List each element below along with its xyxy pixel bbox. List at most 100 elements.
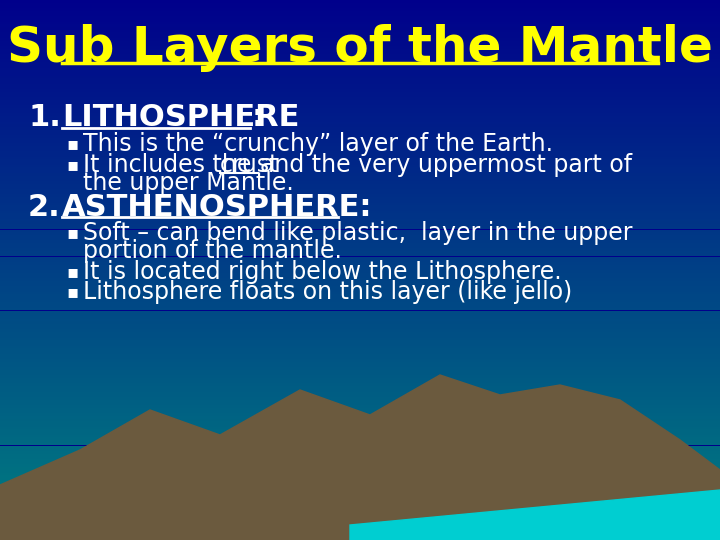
Bar — [0, 151, 720, 154]
Bar — [0, 235, 720, 238]
Bar — [0, 416, 720, 418]
Bar — [0, 173, 720, 176]
Bar — [0, 273, 720, 275]
Bar — [0, 410, 720, 413]
Bar — [0, 462, 720, 464]
Bar — [0, 494, 720, 497]
Bar — [0, 446, 720, 448]
Bar — [0, 94, 720, 97]
Text: ▪: ▪ — [66, 283, 78, 301]
Bar — [0, 184, 720, 186]
Text: This is the “crunchy” layer of the Earth.: This is the “crunchy” layer of the Earth… — [83, 132, 553, 156]
Bar — [0, 364, 720, 367]
Bar — [0, 302, 720, 305]
Bar — [0, 5, 720, 8]
Bar — [0, 49, 720, 51]
Bar — [0, 116, 720, 119]
Bar — [0, 194, 720, 197]
Bar — [0, 35, 720, 38]
Bar — [0, 19, 720, 22]
Bar — [0, 200, 720, 202]
Bar — [0, 178, 720, 181]
Polygon shape — [0, 420, 720, 540]
Bar — [0, 157, 720, 159]
Bar — [0, 238, 720, 240]
Bar — [0, 297, 720, 300]
Bar — [0, 262, 720, 265]
Bar — [0, 427, 720, 429]
Text: 2.: 2. — [28, 192, 60, 221]
Bar — [0, 219, 720, 221]
Bar — [0, 440, 720, 443]
Bar — [0, 281, 720, 284]
Bar — [0, 464, 720, 467]
Bar — [0, 400, 720, 402]
Bar — [0, 248, 720, 251]
Polygon shape — [0, 375, 720, 540]
Bar — [0, 40, 720, 43]
Polygon shape — [0, 522, 720, 540]
Text: It is located right below the Lithosphere.: It is located right below the Lithospher… — [83, 260, 562, 284]
Bar — [0, 386, 720, 389]
Bar — [0, 351, 720, 354]
Bar — [0, 513, 720, 516]
Bar — [0, 448, 720, 451]
Bar — [0, 454, 720, 456]
Bar — [0, 329, 720, 332]
Bar — [0, 105, 720, 108]
Bar — [0, 300, 720, 302]
Bar — [0, 418, 720, 421]
Bar — [0, 224, 720, 227]
Bar — [0, 381, 720, 383]
Bar — [0, 397, 720, 400]
Bar — [0, 84, 720, 86]
Bar — [0, 208, 720, 211]
Text: the upper Mantle.: the upper Mantle. — [83, 171, 294, 195]
Bar — [0, 459, 720, 462]
Bar — [0, 491, 720, 494]
Text: It includes the: It includes the — [83, 153, 259, 177]
Text: :: : — [252, 104, 264, 132]
Bar — [0, 470, 720, 472]
Bar — [0, 505, 720, 508]
Bar — [0, 43, 720, 46]
Text: 1.: 1. — [28, 104, 61, 132]
Bar — [0, 46, 720, 49]
Bar — [0, 162, 720, 165]
Bar — [0, 146, 720, 148]
Bar — [0, 189, 720, 192]
Bar — [0, 343, 720, 346]
Bar — [0, 340, 720, 343]
Polygon shape — [350, 490, 720, 540]
Bar — [0, 383, 720, 386]
Bar — [0, 402, 720, 405]
Bar — [0, 68, 720, 70]
Bar — [0, 308, 720, 310]
Bar — [0, 108, 720, 111]
Bar — [0, 8, 720, 11]
Bar — [0, 27, 720, 30]
Bar — [0, 489, 720, 491]
Bar — [0, 508, 720, 510]
Bar — [0, 472, 720, 475]
Bar — [0, 424, 720, 427]
Bar — [0, 240, 720, 243]
Text: ▪: ▪ — [66, 156, 78, 174]
Bar — [0, 354, 720, 356]
Bar — [0, 292, 720, 294]
Bar — [0, 335, 720, 338]
Bar — [0, 478, 720, 481]
Bar — [0, 319, 720, 321]
Bar — [0, 481, 720, 483]
Bar — [0, 324, 720, 327]
Bar — [0, 70, 720, 73]
Bar — [0, 100, 720, 103]
Text: ASTHENOSPHERE:: ASTHENOSPHERE: — [62, 192, 372, 221]
Bar — [0, 483, 720, 486]
Bar — [0, 526, 720, 529]
Bar — [0, 497, 720, 500]
Text: ▪: ▪ — [66, 263, 78, 281]
Bar — [0, 537, 720, 540]
Bar — [0, 392, 720, 394]
Bar — [0, 14, 720, 16]
